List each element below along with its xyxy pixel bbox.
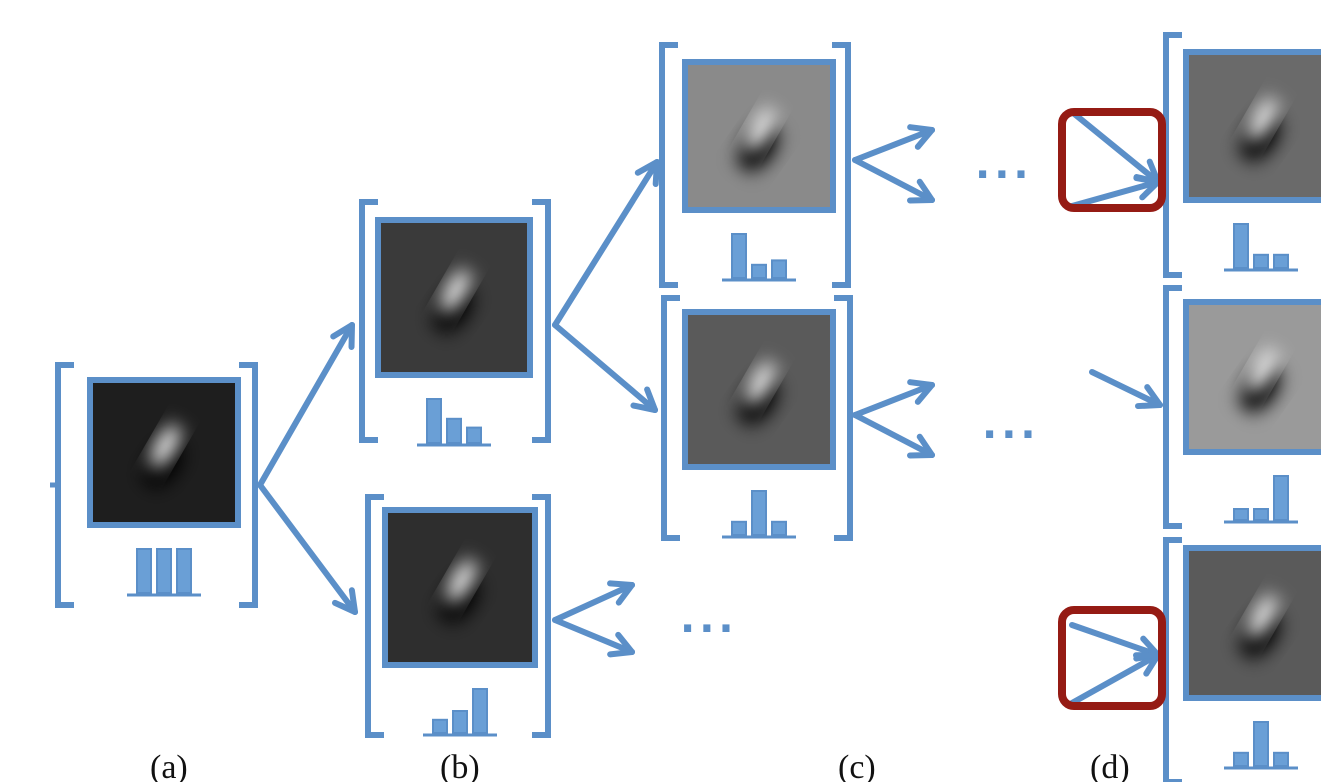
- nodes: [50, 35, 1321, 782]
- arrow: [1072, 112, 1158, 182]
- ellipsis: ...: [680, 596, 738, 642]
- arrow: [260, 485, 355, 612]
- histogram-icon-bar: [473, 689, 487, 733]
- arrow-head: [1138, 405, 1160, 406]
- panel-label: (d): [1090, 749, 1130, 782]
- histogram-icon-bar: [467, 428, 481, 443]
- histogram-icon-bar: [1274, 255, 1288, 268]
- arrow: [555, 162, 657, 325]
- histogram-icon-bar: [427, 399, 441, 443]
- histogram-icon-bar: [433, 720, 447, 733]
- ellipsis: ...: [982, 402, 1040, 448]
- histogram-icon-bar: [177, 549, 191, 593]
- ellipsis: ...: [975, 142, 1033, 188]
- panel-label: (a): [150, 749, 188, 782]
- arrow-head: [656, 162, 657, 184]
- histogram-icon-bar: [1274, 753, 1288, 766]
- arrow: [1072, 655, 1158, 703]
- histogram-icon-bar: [1254, 722, 1268, 766]
- histogram-icon-bar: [732, 234, 746, 278]
- arrow: [555, 325, 655, 410]
- histogram-icon-bar: [1234, 509, 1248, 520]
- arrow-head: [610, 652, 632, 654]
- arrow: [260, 325, 352, 485]
- histogram-icon-bar: [447, 419, 461, 443]
- histogram-icon-bar: [1234, 224, 1248, 268]
- histogram-icon-bar: [772, 260, 786, 278]
- histogram-icon-bar: [1254, 509, 1268, 520]
- histogram-icon-bar: [752, 265, 766, 278]
- histogram-icon-bar: [137, 549, 151, 593]
- histogram-icon-bar: [157, 549, 171, 593]
- histogram-icon-bar: [752, 491, 766, 535]
- diagram: ... ... ... (a) (b) (c) (d): [0, 0, 1321, 782]
- histogram-icon-bar: [1274, 476, 1288, 520]
- histogram-icon-bar: [1254, 255, 1268, 268]
- histogram-icon-bar: [772, 522, 786, 535]
- panel-label: (b): [440, 749, 480, 782]
- histogram-icon-bar: [453, 711, 467, 733]
- histogram-icon-bar: [1234, 753, 1248, 766]
- histogram-icon-bar: [732, 522, 746, 535]
- panel-label: (c): [838, 749, 876, 782]
